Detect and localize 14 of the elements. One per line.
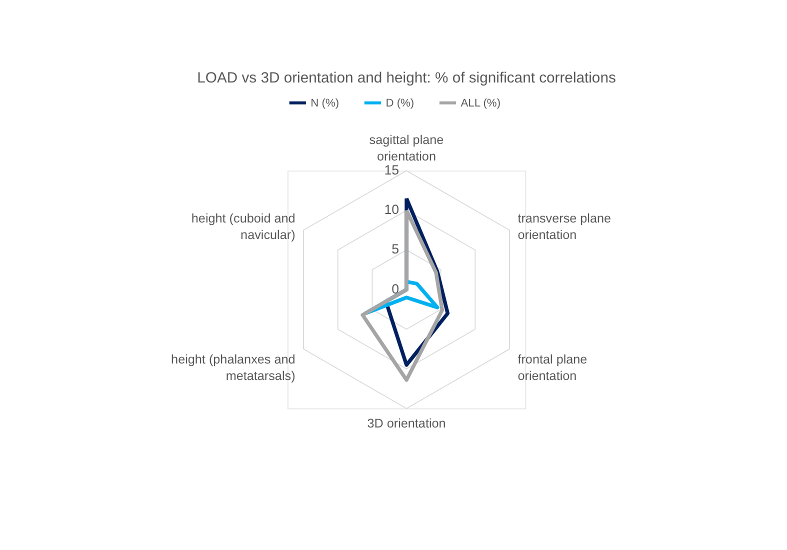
spoke-label: height (phalanxes and metatarsals) [171, 352, 296, 383]
legend-label: N (%) [310, 98, 340, 110]
spoke-label: sagittal plane orientation [369, 132, 444, 164]
spoke-label: frontal plane orientation [518, 352, 588, 383]
spoke-label: transverse plane orientation [518, 211, 612, 242]
y-tick-label: 5 [392, 242, 400, 257]
legend-label: ALL (%) [460, 98, 501, 110]
legend-label: D (%) [386, 98, 414, 110]
spoke-label: height (cuboid and navicular) [191, 211, 296, 242]
chart-title: LOAD vs 3D orientation and height: % of significant correlations [197, 70, 616, 86]
y-tick-label: 15 [384, 162, 400, 178]
spoke-label: 3D orientation [367, 416, 446, 431]
y-tick-label: 0 [392, 281, 400, 296]
y-tick-label: 10 [384, 202, 400, 218]
